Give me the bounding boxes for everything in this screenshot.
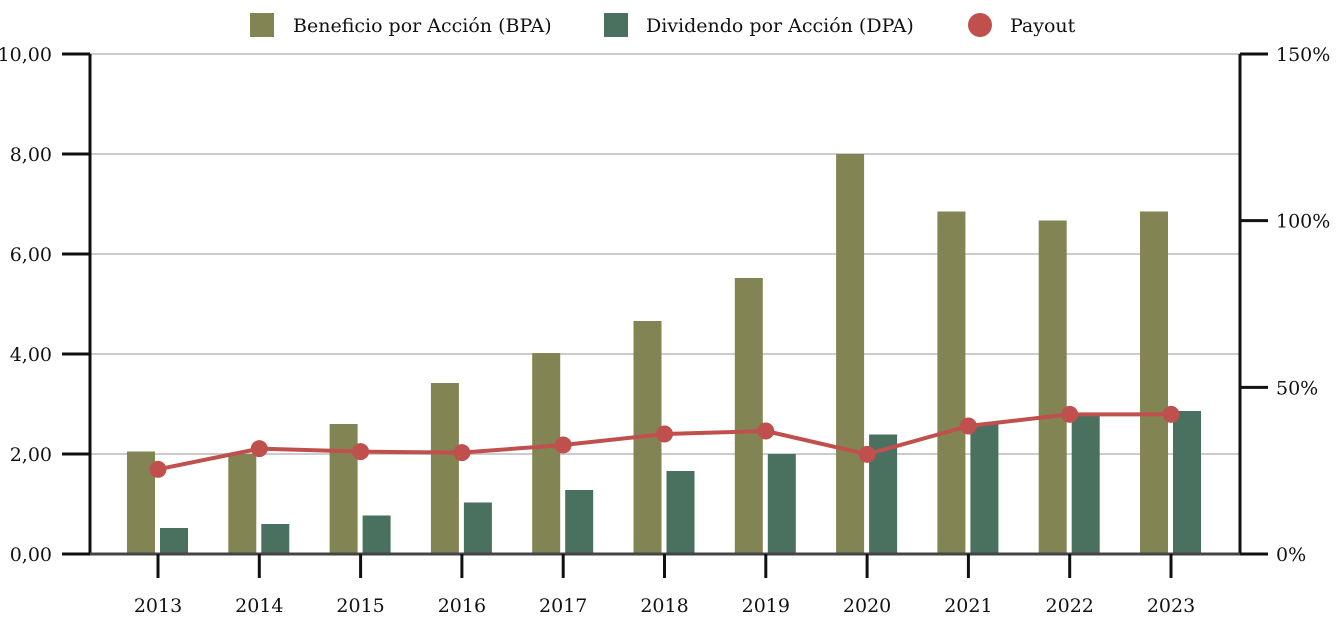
bar-bpa-2016 [430,383,459,554]
y-right-tick-label: 100% [1276,211,1330,233]
bar-dpa-2015 [362,515,391,554]
x-tick-label: 2013 [134,595,182,617]
payout-point-2019 [757,422,775,440]
legend-swatch-2 [968,13,992,37]
y-right-tick-label: 50% [1276,377,1318,399]
y-left-tick-label: 2,00 [10,444,52,466]
bar-dpa-2013 [160,528,188,554]
bar-dpa-2018 [666,471,695,554]
x-tick-label: 2020 [843,595,891,617]
x-tick-label: 2022 [1046,595,1094,617]
payout-point-2015 [352,443,370,461]
y-left-tick-label: 6,00 [10,244,52,266]
bar-bpa-2014 [228,454,257,554]
bar-bpa-2015 [329,424,358,554]
x-tick-label: 2014 [235,595,283,617]
x-tick-label: 2017 [539,595,587,617]
payout-point-2022 [1061,405,1079,423]
y-left-tick-label: 0,00 [10,544,52,566]
legend: Beneficio por Acción (BPA) Dividendo por … [250,13,1076,37]
y-right-tick-label: 0% [1276,544,1306,566]
bars [127,154,1201,554]
payout-point-2023 [1162,405,1180,423]
legend-label-1: Dividendo por Acción (DPA) [646,15,914,37]
payout-point-2017 [554,436,572,454]
payout-point-2013 [149,460,167,478]
bar-dpa-2022 [1071,414,1100,554]
payout-point-2020 [858,445,876,463]
bar-dpa-2021 [970,424,999,554]
tick-labels: 0,00 2,00 4,00 6,00 8,00 10,00 0% 50% 100% 150% 20… [0,44,1330,617]
bar-bpa-2023 [1140,211,1168,554]
y-right-tick-label: 150% [1276,44,1330,66]
axes [62,52,1268,578]
legend-swatch-1 [604,13,628,37]
bar-bpa-2019 [734,278,763,554]
x-tick-label: 2018 [640,595,688,617]
x-tick-label: 2021 [944,595,992,617]
payout-line [149,405,1180,478]
legend-label-0: Beneficio por Acción (BPA) [293,15,552,37]
bar-bpa-2021 [937,211,966,554]
payout-point-2014 [250,440,268,458]
legend-label-2: Payout [1010,15,1076,37]
payout-point-2018 [656,425,673,443]
x-tick-label: 2019 [742,595,790,617]
grid [90,53,1240,455]
y-left-tick-label: 4,00 [10,344,52,366]
y-left-tick-label: 10,00 [0,44,52,66]
x-tick-label: 2016 [438,595,486,617]
bar-bpa-2022 [1038,220,1067,554]
bar-dpa-2017 [565,490,594,554]
bar-dpa-2023 [1173,411,1201,554]
bar-dpa-2014 [261,524,290,554]
y-left-tick-label: 8,00 [10,144,52,166]
bar-bpa-2017 [532,353,561,554]
x-tick-label: 2023 [1147,595,1195,617]
payout-point-2016 [453,444,471,462]
x-tick-label: 2015 [336,595,384,617]
bar-dpa-2019 [767,454,796,554]
bar-dpa-2016 [463,502,492,554]
bar-bpa-2020 [836,154,865,554]
legend-swatch-0 [250,13,274,37]
payout-point-2021 [959,417,977,435]
